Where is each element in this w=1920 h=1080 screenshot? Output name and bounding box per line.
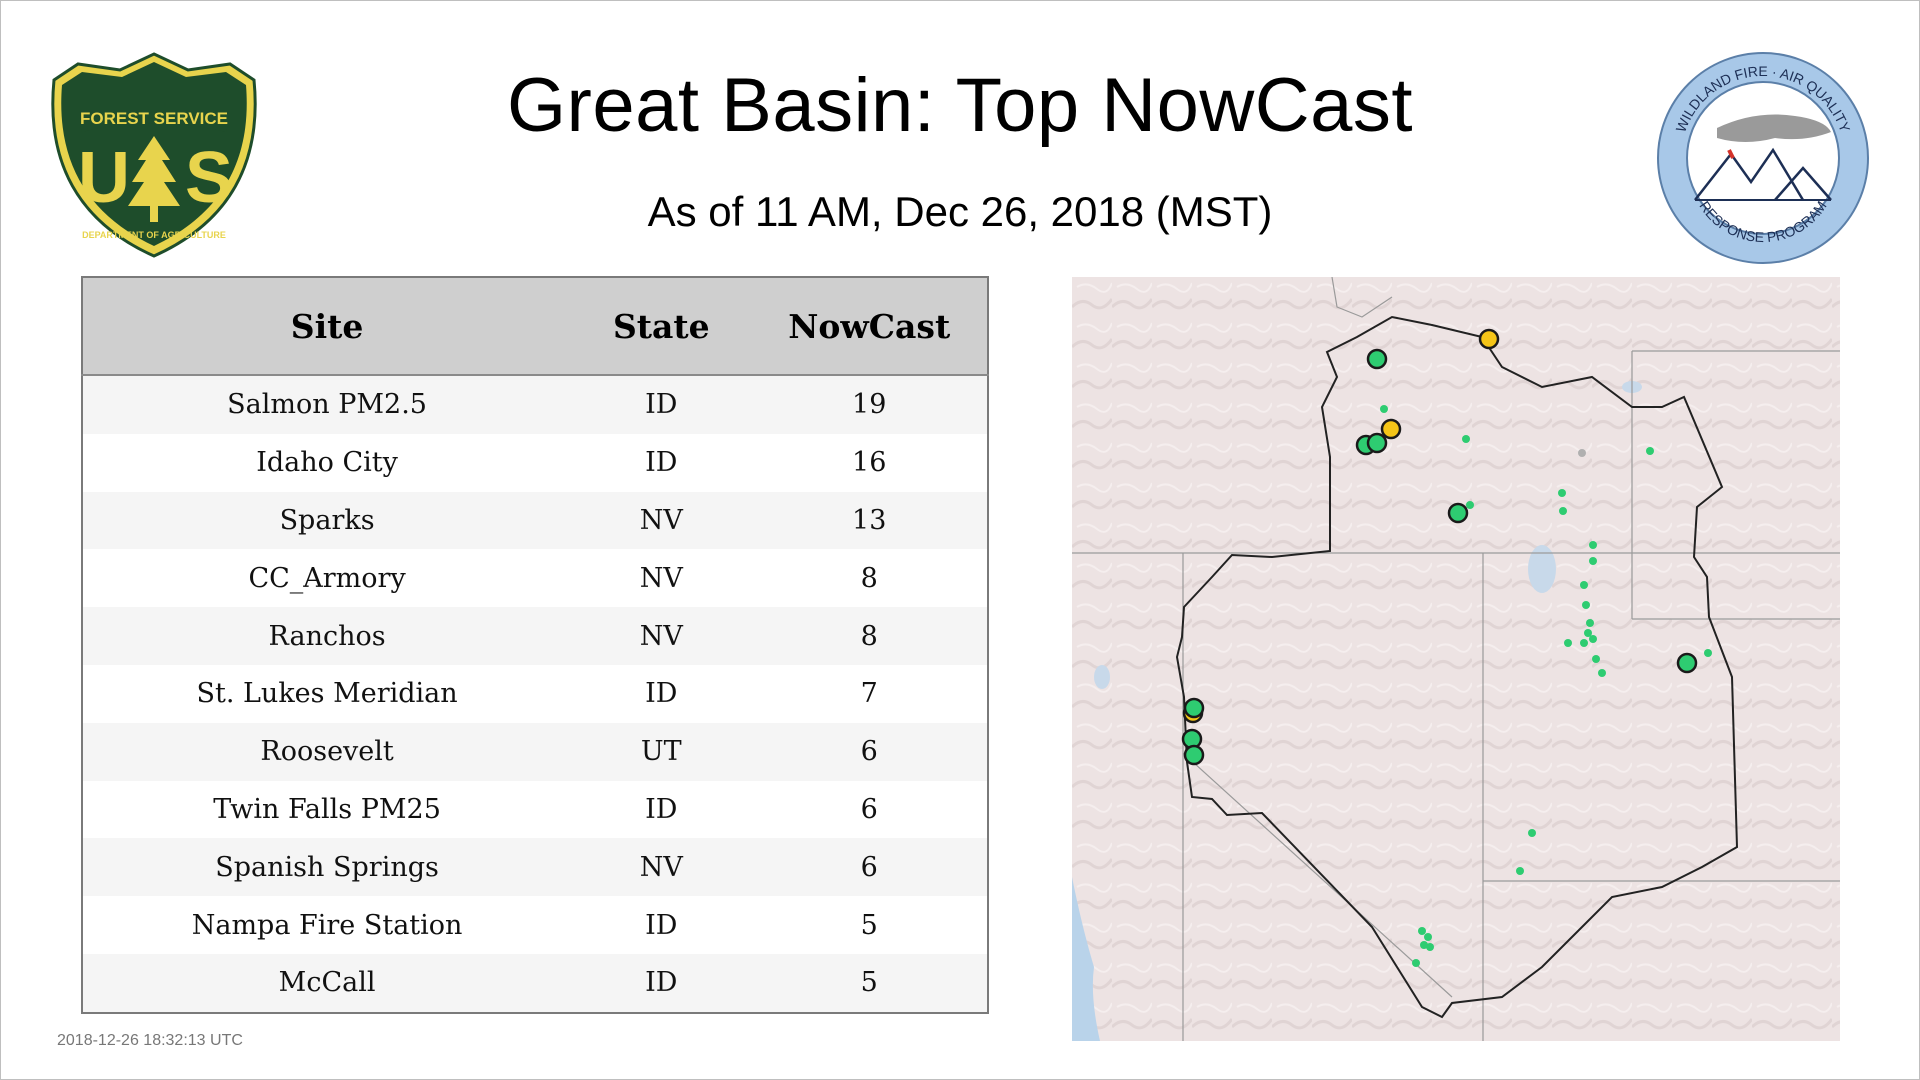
cell-site: Roosevelt xyxy=(82,722,572,781)
header-site: Site xyxy=(82,277,572,376)
monitor-dot xyxy=(1528,829,1536,837)
monitor-dot xyxy=(1418,927,1426,935)
monitor-dot xyxy=(1380,405,1388,413)
cell-state: ID xyxy=(571,896,752,954)
cell-nowcast: 6 xyxy=(751,838,988,897)
monitor-dot xyxy=(1462,435,1470,443)
table-row: McCall ID 5 xyxy=(82,953,988,1013)
monitor-dot xyxy=(1559,507,1567,515)
monitor-marker-good xyxy=(1183,697,1205,719)
monitor-dot xyxy=(1424,933,1432,941)
monitor-marker-good xyxy=(1366,348,1388,370)
table-row: Twin Falls PM25 ID 6 xyxy=(82,780,988,839)
no-data-dot xyxy=(1578,449,1586,457)
cell-site: Sparks xyxy=(82,491,572,550)
forest-service-logo: FOREST SERVICE U S DEPARTMENT OF AGRICUL… xyxy=(50,52,258,258)
cell-state: NV xyxy=(571,838,752,897)
monitor-marker-moderate xyxy=(1380,418,1402,440)
table-row: Idaho City ID 16 xyxy=(82,433,988,492)
monitor-dot xyxy=(1589,557,1597,565)
cell-site: Idaho City xyxy=(82,433,572,492)
monitor-dot xyxy=(1589,635,1597,643)
cell-site: McCall xyxy=(82,953,572,1013)
cell-nowcast: 13 xyxy=(751,491,988,550)
cell-nowcast: 5 xyxy=(751,953,988,1013)
monitor-marker-good xyxy=(1447,502,1469,524)
cell-state: ID xyxy=(571,780,752,839)
monitor-dots-small xyxy=(1380,405,1712,967)
monitor-marker-moderate xyxy=(1478,328,1500,350)
cell-site: Spanish Springs xyxy=(82,838,572,897)
cell-state: ID xyxy=(571,664,752,723)
monitor-marker-good xyxy=(1366,432,1388,454)
cell-nowcast: 6 xyxy=(751,780,988,839)
cell-site: St. Lukes Meridian xyxy=(82,664,572,723)
cell-state: NV xyxy=(571,607,752,665)
table-row: Salmon PM2.5 ID 19 xyxy=(82,375,988,434)
cell-nowcast: 19 xyxy=(751,375,988,434)
page-subtitle: As of 11 AM, Dec 26, 2018 (MST) xyxy=(647,188,1273,235)
header-state: State xyxy=(571,277,752,376)
great-basin-map xyxy=(1072,277,1840,1041)
monitor-dot xyxy=(1426,943,1434,951)
monitor-dots-large xyxy=(1181,328,1698,766)
monitor-marker-good xyxy=(1183,744,1205,766)
cell-nowcast: 8 xyxy=(751,607,988,665)
monitor-dot xyxy=(1704,649,1712,657)
svg-text:S: S xyxy=(185,138,233,218)
cell-site: CC_Armory xyxy=(82,549,572,608)
table-row: Ranchos NV 8 xyxy=(82,607,988,665)
cell-site: Salmon PM2.5 xyxy=(82,375,572,434)
monitor-dot xyxy=(1580,581,1588,589)
monitor-dot xyxy=(1564,639,1572,647)
svg-text:DEPARTMENT OF AGRICULTURE: DEPARTMENT OF AGRICULTURE xyxy=(82,230,226,240)
monitor-dot xyxy=(1589,541,1597,549)
table-row: CC_Armory NV 8 xyxy=(82,549,988,608)
table-row: Roosevelt UT 6 xyxy=(82,722,988,781)
monitor-dot xyxy=(1582,601,1590,609)
cell-state: ID xyxy=(571,433,752,492)
wildland-fire-air-quality-logo: WILDLAND FIRE · AIR QUALITY RESPONSE PRO… xyxy=(1655,50,1871,266)
table-row: St. Lukes Meridian ID 7 xyxy=(82,664,988,723)
render-timestamp: 2018-12-26 18:32:13 UTC xyxy=(57,1032,243,1049)
svg-text:FOREST SERVICE: FOREST SERVICE xyxy=(80,109,228,128)
cell-nowcast: 16 xyxy=(751,433,988,492)
monitor-dot xyxy=(1412,959,1420,967)
cell-site: Nampa Fire Station xyxy=(82,896,572,954)
monitor-dot xyxy=(1466,501,1474,509)
monitor-dot xyxy=(1584,629,1592,637)
monitor-marker-good xyxy=(1676,652,1698,674)
cell-state: NV xyxy=(571,549,752,608)
monitor-dot xyxy=(1516,867,1524,875)
nowcast-table: Site State NowCast Salmon PM2.5 ID 19 Id… xyxy=(81,276,989,1014)
cell-nowcast: 7 xyxy=(751,664,988,723)
cell-site: Ranchos xyxy=(82,607,572,665)
monitor-dot xyxy=(1646,447,1654,455)
lake xyxy=(1094,665,1110,689)
monitor-dot xyxy=(1580,639,1588,647)
cell-state: UT xyxy=(571,722,752,781)
cell-nowcast: 6 xyxy=(751,722,988,781)
monitor-dot xyxy=(1558,489,1566,497)
cell-state: ID xyxy=(571,375,752,434)
cell-site: Twin Falls PM25 xyxy=(82,780,572,839)
monitor-dot xyxy=(1586,619,1594,627)
cell-state: NV xyxy=(571,491,752,550)
map-land xyxy=(1072,277,1840,1041)
svg-text:U: U xyxy=(78,138,130,218)
table-header-row: Site State NowCast xyxy=(82,277,988,376)
lake xyxy=(1528,545,1556,593)
cell-state: ID xyxy=(571,953,752,1013)
monitor-dot xyxy=(1598,669,1606,677)
monitor-dot xyxy=(1592,655,1600,663)
page-title: Great Basin: Top NowCast xyxy=(506,63,1414,148)
header-nowcast: NowCast xyxy=(751,277,988,376)
cell-nowcast: 5 xyxy=(751,896,988,954)
table-row: Nampa Fire Station ID 5 xyxy=(82,896,988,954)
cell-nowcast: 8 xyxy=(751,549,988,608)
table-row: Spanish Springs NV 6 xyxy=(82,838,988,897)
pacific-ocean xyxy=(1072,877,1100,1041)
table-row: Sparks NV 13 xyxy=(82,491,988,550)
